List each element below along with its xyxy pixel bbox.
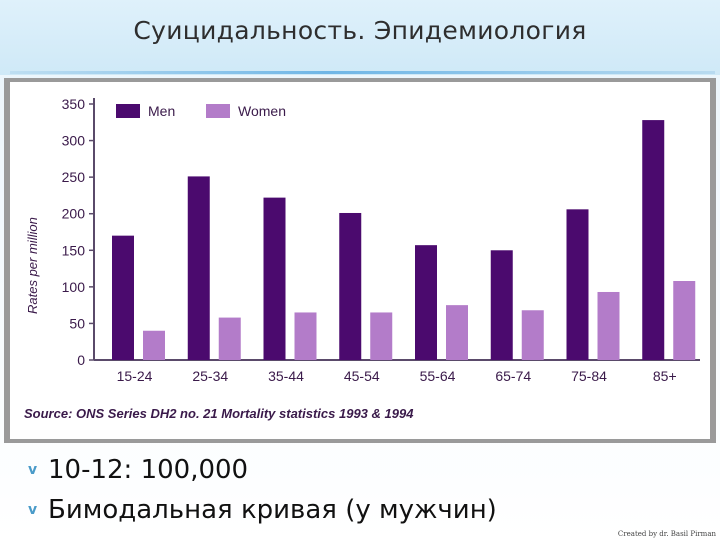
bar-women <box>294 312 317 360</box>
bar-men <box>415 245 437 360</box>
bar-women <box>521 310 544 360</box>
x-tick-label: 15-24 <box>117 368 153 384</box>
x-tick-label: 85+ <box>653 368 677 384</box>
bar-women <box>218 317 241 360</box>
legend-swatch-women <box>206 104 230 118</box>
y-tick-label: 100 <box>62 279 86 295</box>
slide-title: Суицидальность. Эпидемиология <box>133 16 587 45</box>
y-tick-label: 200 <box>62 206 86 222</box>
legend-swatch-men <box>116 104 140 118</box>
chart-frame: Rates per million Source: ONS Series DH2… <box>4 78 716 443</box>
x-tick-label: 25-34 <box>192 368 228 384</box>
title-bar <box>0 0 720 75</box>
y-tick-label: 150 <box>62 242 86 258</box>
bullet-text: 10-12: 100,000 <box>48 455 249 485</box>
chart-source: Source: ONS Series DH2 no. 21 Mortality … <box>24 406 414 421</box>
bullet-text: Бимодальная кривая (у мужчин) <box>48 495 497 525</box>
checkmark-bullet-icon: v <box>28 462 38 478</box>
bar-men <box>187 176 210 360</box>
legend-label-women: Women <box>238 103 286 119</box>
y-tick-label: 250 <box>62 169 86 185</box>
bar-women <box>143 330 165 360</box>
bullet-item: v 10-12: 100,000 <box>28 450 497 490</box>
y-axis-title: Rates per million <box>25 217 40 314</box>
bullet-item: v Бимодальная кривая (у мужчин) <box>28 490 497 530</box>
x-tick-label: 65-74 <box>495 368 531 384</box>
x-tick-label: 45-54 <box>344 368 380 384</box>
y-tick-label: 0 <box>77 352 85 368</box>
bullet-list: v 10-12: 100,000 v Бимодальная кривая (у… <box>28 450 497 530</box>
title-divider <box>10 71 715 74</box>
bar-men <box>642 120 665 360</box>
legend-label-men: Men <box>148 103 175 119</box>
credit-text: Created by dr. Basil Pirman <box>617 530 716 538</box>
bar-women <box>446 305 468 360</box>
bar-men <box>490 250 513 360</box>
x-tick-label: 75-84 <box>571 368 607 384</box>
y-tick-label: 300 <box>62 133 86 149</box>
bar-men <box>263 197 286 360</box>
y-tick-label: 50 <box>69 315 85 331</box>
bar-women <box>370 312 393 360</box>
checkmark-bullet-icon: v <box>28 502 38 518</box>
y-tick-label: 350 <box>62 96 86 112</box>
bar-men <box>566 209 589 360</box>
bar-chart: Rates per million Source: ONS Series DH2… <box>10 82 710 439</box>
x-tick-label: 35-44 <box>268 368 304 384</box>
bar-women <box>673 281 696 360</box>
bar-women <box>597 291 620 360</box>
bar-men <box>112 235 134 360</box>
bar-men <box>339 212 362 360</box>
x-tick-label: 55-64 <box>420 368 456 384</box>
